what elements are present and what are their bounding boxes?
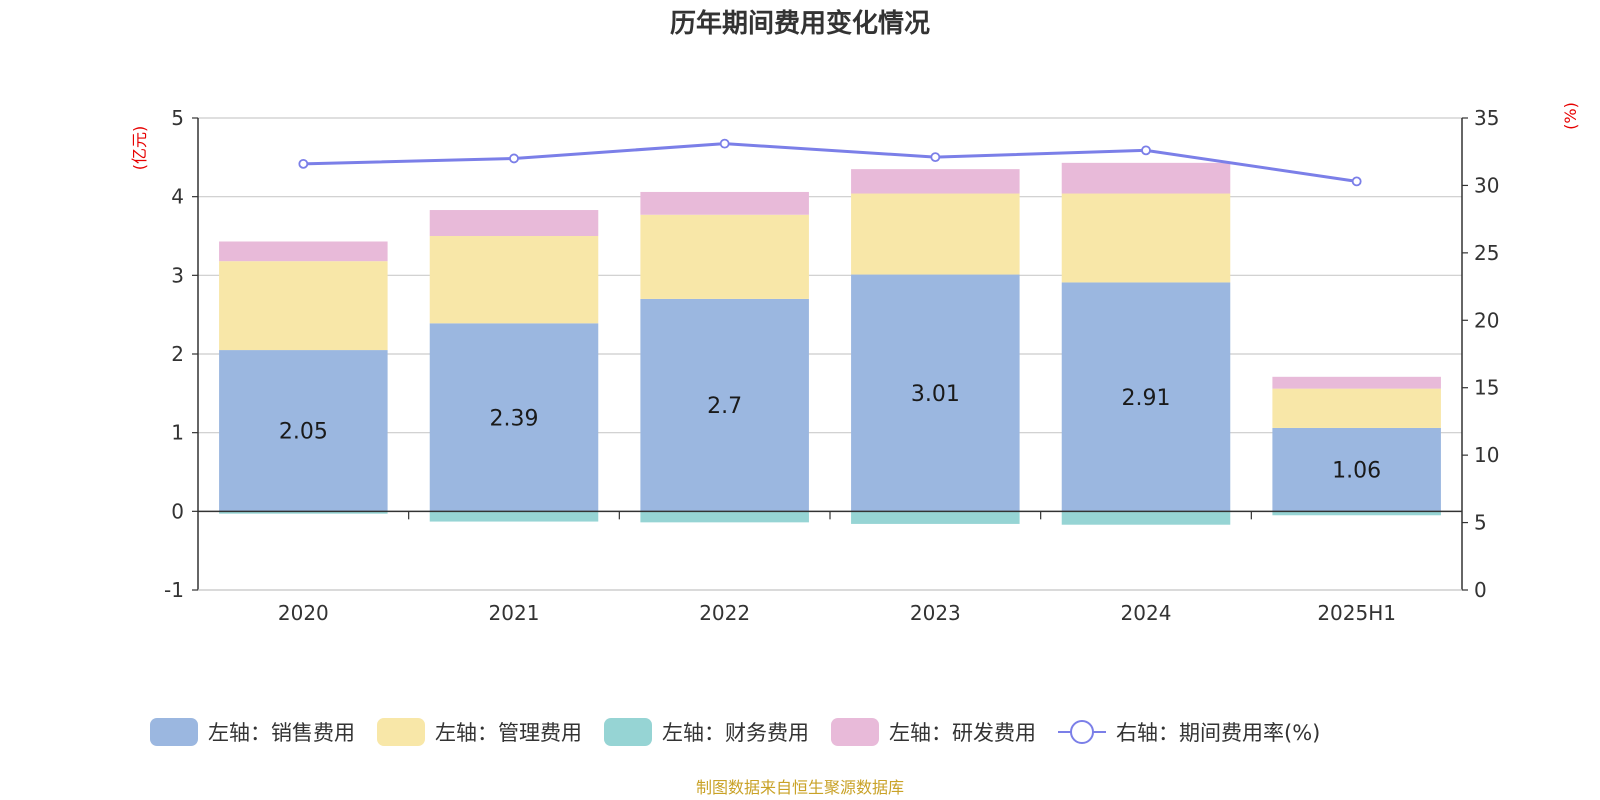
source-note: 制图数据来自恒生聚源数据库: [696, 778, 904, 797]
x-tick-label: 2025H1: [1317, 601, 1396, 625]
rate-line: [298, 138, 1362, 187]
bar-2-2025H1: [1272, 511, 1441, 516]
bar-0-2020: [219, 350, 388, 512]
right-axis-unit: (%): [1561, 102, 1580, 130]
left-tick-label: 3: [171, 263, 184, 287]
x-tick-label: 2020: [278, 601, 329, 625]
x-tick-label: 2023: [910, 601, 961, 625]
rate-point-2025H1: [1351, 176, 1362, 187]
legend-label-2: 左轴：财务费用: [662, 721, 809, 745]
data-label: 2.39: [490, 406, 539, 431]
data-label: 3.01: [911, 382, 960, 407]
bar-1-2021: [429, 236, 599, 324]
legend-label-3: 左轴：研发费用: [889, 721, 1036, 745]
rate-point-2021: [509, 153, 519, 164]
right-tick-label: 30: [1474, 173, 1499, 197]
bar-2-2024: [1061, 511, 1231, 525]
bar-1-2024: [1061, 193, 1231, 283]
legend-swatch-marker: [1070, 720, 1094, 744]
legend-label-4: 右轴：期间费用率(%): [1116, 721, 1320, 745]
bar-3-2025H1: [1272, 376, 1441, 389]
data-label: 1.06: [1332, 459, 1381, 484]
x-tick-label: 2024: [1121, 601, 1172, 625]
left-tick-label: 4: [171, 185, 184, 209]
rate-point-2022: [719, 138, 730, 149]
left-tick-label: -1: [164, 578, 184, 602]
bar-2-2021: [429, 511, 599, 522]
bar-1-2023: [851, 193, 1020, 275]
rate-point-2020: [298, 158, 309, 169]
rate-line-path: [303, 142, 1357, 183]
legend-label-1: 左轴：管理费用: [435, 721, 582, 745]
legend-swatch-2: [604, 718, 652, 746]
data-label: 2.91: [1122, 386, 1171, 411]
legend: 左轴：销售费用 左轴：管理费用 左轴：财务费用 左轴：研发费用 右轴：期间费用率(%): [150, 718, 1320, 746]
bar-3-2020: [219, 241, 388, 262]
right-tick-label: 10: [1474, 443, 1499, 467]
rate-point-2024: [1141, 145, 1151, 156]
data-label: 2.05: [279, 420, 328, 445]
right-tick-label: 20: [1474, 308, 1499, 332]
bar-0-2024: [1061, 282, 1231, 512]
data-label: 2.7: [707, 394, 742, 419]
rate-point-2023: [930, 152, 941, 163]
left-tick-label: 1: [171, 421, 184, 445]
legend-swatch-1: [377, 718, 425, 746]
left-tick-label: 5: [171, 106, 184, 130]
bar-2-2022: [640, 511, 809, 523]
bar-3-2022: [640, 191, 809, 215]
bar-2-2023: [851, 511, 1020, 524]
right-tick-label: 0: [1474, 578, 1487, 602]
left-tick-label: 2: [171, 342, 184, 366]
x-tick-label: 2022: [699, 601, 750, 625]
bar-1-2025H1: [1272, 388, 1441, 428]
bar-3-2024: [1061, 162, 1231, 194]
left-axis-unit: (亿元): [130, 126, 149, 171]
data-labels: 2.05 2.39 2.7 3.01 2.91 1.06: [279, 382, 1381, 484]
bar-1-2020: [219, 261, 388, 351]
bars: [219, 162, 1441, 525]
left-tick-label: 0: [171, 499, 184, 523]
legend-swatch-0: [150, 718, 198, 746]
bar-1-2022: [640, 214, 809, 299]
right-tick-label: 5: [1474, 511, 1487, 535]
bar-0-2021: [429, 323, 599, 512]
chart-title: 历年期间费用变化情况: [670, 8, 930, 39]
right-tick-label: 15: [1474, 376, 1499, 400]
bar-3-2021: [429, 210, 599, 236]
bar-0-2025H1: [1272, 427, 1441, 512]
legend-swatch-3: [831, 718, 879, 746]
right-tick-label: 25: [1474, 241, 1499, 265]
x-tick-label: 2021: [489, 601, 540, 625]
right-tick-label: 35: [1474, 106, 1499, 130]
bar-3-2023: [851, 169, 1020, 194]
bar-2-2020: [219, 511, 388, 514]
legend-label-0: 左轴：销售费用: [208, 721, 355, 745]
bar-0-2023: [851, 274, 1020, 512]
bar-0-2022: [640, 298, 809, 512]
